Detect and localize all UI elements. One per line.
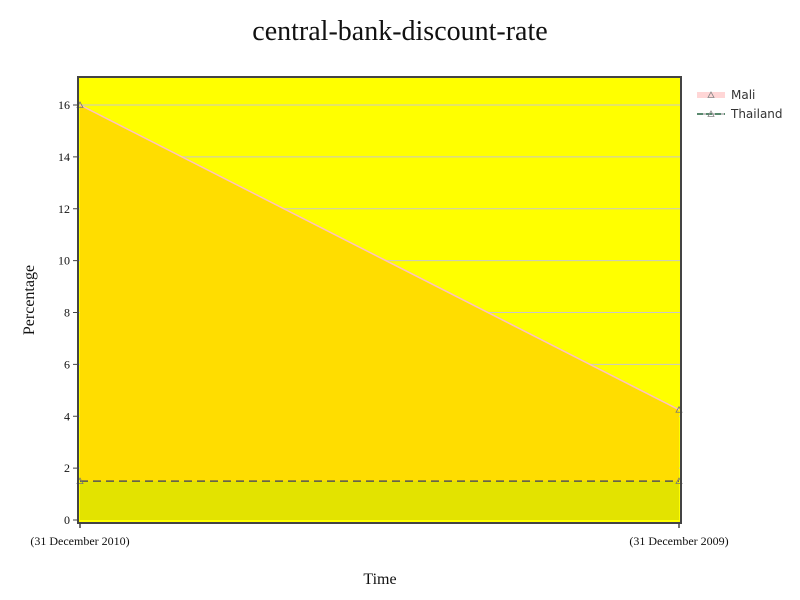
legend-swatch-mali [697,92,725,98]
y-tick-label-10: 10 [58,254,70,268]
y-tick-label-14: 14 [58,150,70,164]
legend: Mali Thailand [697,88,783,121]
y-axis-title: Percentage [21,265,38,335]
area-mali [80,105,679,520]
x-tick-label-0: (31 December 2010) [30,534,129,548]
series-areas [80,105,679,520]
y-tick-label-6: 6 [64,357,70,371]
legend-marker-mali [707,91,715,98]
y-tick-label-2: 2 [64,461,70,475]
legend-label-mali: Mali [731,88,755,102]
legend-marker-thailand [707,110,715,117]
legend-label-thailand: Thailand [730,107,783,121]
legend-item-mali: Mali [697,88,755,102]
y-tick-label-8: 8 [64,306,70,320]
chart-title: central-bank-discount-rate [252,16,547,47]
legend-item-thailand: Thailand [697,107,783,121]
area-thailand [80,481,679,520]
axis-ticks: 0 2 4 6 8 10 12 14 16 (31 December 2010) (31 Decem… [30,98,728,548]
y-tick-label-0: 0 [64,513,70,527]
x-axis-title: Time [363,571,396,588]
y-tick-label-12: 12 [58,202,70,216]
y-tick-label-16: 16 [58,98,70,112]
series-line-mali [79,104,680,411]
y-tick-label-4: 4 [64,409,70,423]
plot-frame [77,76,682,524]
x-tick-label-1: (31 December 2009) [629,534,728,548]
